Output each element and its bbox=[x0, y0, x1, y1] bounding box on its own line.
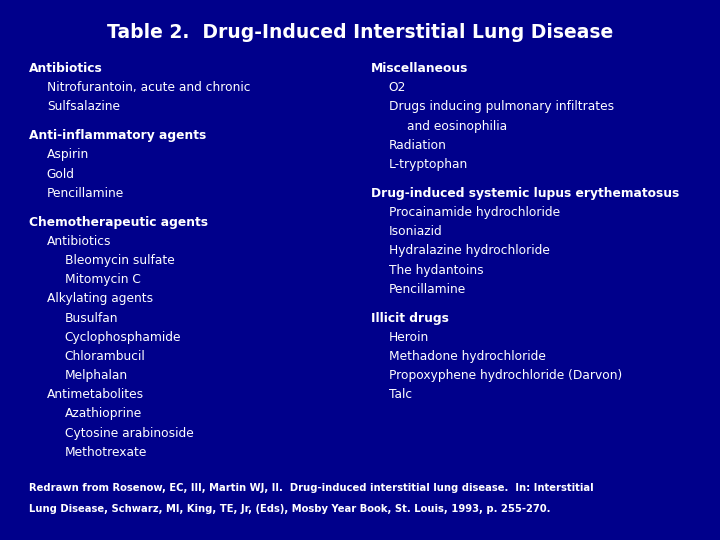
Text: Alkylating agents: Alkylating agents bbox=[47, 292, 153, 306]
Text: Cyclophosphamide: Cyclophosphamide bbox=[65, 330, 181, 344]
Text: Heroin: Heroin bbox=[389, 330, 429, 344]
Text: Nitrofurantoin, acute and chronic: Nitrofurantoin, acute and chronic bbox=[47, 81, 251, 94]
Text: Antimetabolites: Antimetabolites bbox=[47, 388, 144, 401]
Text: Chemotherapeutic agents: Chemotherapeutic agents bbox=[29, 215, 208, 229]
Text: Procainamide hydrochloride: Procainamide hydrochloride bbox=[389, 206, 560, 219]
Text: Drug-induced systemic lupus erythematosus: Drug-induced systemic lupus erythematosu… bbox=[371, 187, 679, 200]
Text: Chlorambucil: Chlorambucil bbox=[65, 350, 145, 363]
Text: Sulfsalazine: Sulfsalazine bbox=[47, 100, 120, 113]
Text: Bleomycin sulfate: Bleomycin sulfate bbox=[65, 254, 174, 267]
Text: Methotrexate: Methotrexate bbox=[65, 446, 147, 459]
Text: and eosinophilia: and eosinophilia bbox=[407, 119, 507, 133]
Text: Lung Disease, Schwarz, MI, King, TE, Jr, (Eds), Mosby Year Book, St. Louis, 1993: Lung Disease, Schwarz, MI, King, TE, Jr,… bbox=[29, 504, 550, 514]
Text: Propoxyphene hydrochloride (Darvon): Propoxyphene hydrochloride (Darvon) bbox=[389, 369, 622, 382]
Text: Hydralazine hydrochloride: Hydralazine hydrochloride bbox=[389, 244, 549, 258]
Text: Melphalan: Melphalan bbox=[65, 369, 128, 382]
Text: Pencillamine: Pencillamine bbox=[47, 187, 124, 200]
Text: L-tryptophan: L-tryptophan bbox=[389, 158, 468, 171]
Text: Mitomycin C: Mitomycin C bbox=[65, 273, 140, 286]
Text: Antibiotics: Antibiotics bbox=[29, 62, 102, 75]
Text: Miscellaneous: Miscellaneous bbox=[371, 62, 468, 75]
Text: Redrawn from Rosenow, EC, III, Martin WJ, II.  Drug-induced interstitial lung di: Redrawn from Rosenow, EC, III, Martin WJ… bbox=[29, 483, 593, 494]
Text: O2: O2 bbox=[389, 81, 406, 94]
Text: Anti-inflammatory agents: Anti-inflammatory agents bbox=[29, 129, 206, 143]
Text: Table 2.  Drug-Induced Interstitial Lung Disease: Table 2. Drug-Induced Interstitial Lung … bbox=[107, 23, 613, 42]
Text: Isoniazid: Isoniazid bbox=[389, 225, 443, 238]
Text: Drugs inducing pulmonary infiltrates: Drugs inducing pulmonary infiltrates bbox=[389, 100, 614, 113]
Text: Methadone hydrochloride: Methadone hydrochloride bbox=[389, 350, 546, 363]
Text: Radiation: Radiation bbox=[389, 139, 446, 152]
Text: Talc: Talc bbox=[389, 388, 412, 401]
Text: Illicit drugs: Illicit drugs bbox=[371, 312, 449, 325]
Text: Antibiotics: Antibiotics bbox=[47, 235, 112, 248]
Text: Busulfan: Busulfan bbox=[65, 312, 118, 325]
Text: The hydantoins: The hydantoins bbox=[389, 264, 483, 276]
Text: Gold: Gold bbox=[47, 167, 75, 181]
Text: Azathioprine: Azathioprine bbox=[65, 407, 142, 421]
Text: Aspirin: Aspirin bbox=[47, 148, 89, 161]
Text: Pencillamine: Pencillamine bbox=[389, 282, 466, 296]
Text: Cytosine arabinoside: Cytosine arabinoside bbox=[65, 427, 194, 440]
